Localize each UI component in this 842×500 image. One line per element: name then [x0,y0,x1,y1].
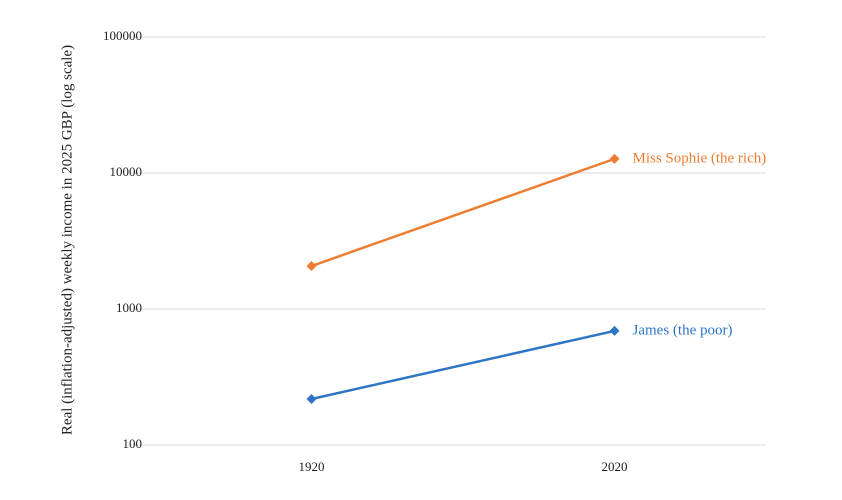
point-marker [306,393,317,404]
y-tick-label: 1000 [116,300,142,315]
series-line [311,329,615,401]
y-tick-label: 10000 [110,164,143,179]
series-line [311,157,615,268]
x-tick-label: 2020 [602,459,628,474]
y-axis-label: Real (inflation-adjusted) weekly income … [59,45,75,435]
y-tick-label: 100 [123,436,143,451]
point-marker [306,261,317,272]
x-tick-label: 1920 [299,459,325,474]
point-marker [609,153,620,164]
point-marker [609,325,620,336]
y-tick-label: 100000 [103,28,142,43]
series-label: Miss Sophie (the rich) [633,150,767,166]
series-label: James (the poor) [633,322,733,338]
